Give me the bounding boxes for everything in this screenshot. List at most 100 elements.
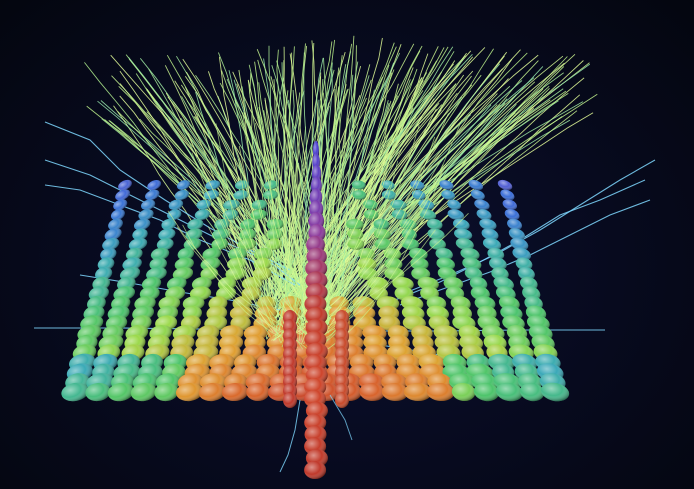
tensor-glyph-shading: [540, 382, 570, 402]
tensor-glyph-shading: [202, 247, 221, 261]
tensor-glyph-shading: [447, 199, 461, 210]
tensor-glyph-shading: [194, 209, 210, 220]
tensor-glyph-shading: [108, 218, 123, 231]
tensor-glyph-shading: [510, 237, 529, 251]
tensor-glyph-shading: [479, 218, 497, 231]
streamline: [218, 192, 274, 333]
tensor-glyph-shading: [234, 180, 249, 190]
tensor-glyph-shading: [426, 218, 443, 230]
tensor-glyph-shading: [351, 180, 366, 190]
tensor-glyph-shading: [100, 247, 117, 261]
streamline: [274, 170, 287, 341]
streamline: [320, 209, 407, 347]
tensor-glyph-shading: [451, 382, 476, 402]
tensor-glyph-shading: [495, 382, 523, 402]
streamline: [275, 126, 306, 341]
tensor-glyph-shading: [61, 382, 89, 402]
streamline: [320, 88, 544, 308]
tensor-glyph-shading: [138, 209, 154, 221]
tensor-glyph-shading: [410, 257, 429, 271]
streamline: [298, 80, 523, 314]
streamline: [279, 399, 301, 473]
tensor-glyph-shading: [436, 257, 455, 271]
streamline: [308, 59, 513, 340]
tensor-glyph-shading: [167, 209, 182, 220]
streamline: [314, 197, 430, 337]
tensor-glyph-shading: [176, 180, 191, 190]
center-glyph-shading: [335, 392, 349, 408]
tensor-glyph-shading: [508, 228, 525, 241]
tensor-glyph-shading: [426, 382, 455, 402]
tensor-glyph-shading: [132, 228, 148, 241]
streamline: [259, 71, 442, 323]
streamline: [380, 329, 605, 332]
tensor-glyph-shading: [476, 209, 492, 221]
streamline: [257, 110, 311, 342]
center-glyph-shading: [283, 392, 297, 408]
tensor-glyph-shading: [390, 199, 407, 210]
tensor-glyph-shading: [392, 276, 414, 291]
tensor-glyph-shading: [104, 228, 122, 241]
tensor-glyph-shading: [352, 190, 367, 200]
tensor-glyph-shading: [95, 266, 113, 281]
tensor-glyph-shading: [168, 199, 184, 210]
streamline: [320, 67, 414, 321]
streamline: [215, 123, 271, 337]
tensor-glyph-shading: [205, 180, 221, 190]
tensor-glyph-shading: [497, 179, 513, 191]
tensor-glyph-shading: [474, 199, 490, 210]
tensor-glyph-shading: [174, 189, 190, 200]
center-glyph-shading: [304, 461, 327, 479]
tensor-glyph-shading: [489, 257, 507, 271]
tensor-glyph-shading: [85, 382, 111, 402]
tensor-glyph-shading: [381, 382, 409, 402]
streamline: [278, 224, 290, 331]
tensor-glyph-shading: [482, 237, 502, 251]
tensor-glyph-shading: [263, 190, 279, 200]
tensor-glyph-shading: [177, 247, 194, 261]
tensor-glyph-shading: [460, 247, 480, 261]
tensor-glyph-shading: [487, 247, 505, 261]
tensor-glyph-shading: [115, 189, 131, 201]
streamline: [260, 83, 457, 338]
tensor-glyph-shading: [504, 209, 520, 221]
tensor-glyph-shading: [443, 276, 464, 291]
tensor-glyph-shading: [253, 247, 273, 261]
tensor-glyph-shading: [363, 199, 378, 210]
streamline: [338, 74, 354, 327]
streamline: [332, 45, 357, 326]
streamline: [338, 87, 342, 325]
tensor-glyph-shading: [161, 218, 176, 230]
tensor-glyph-shading: [128, 237, 148, 251]
center-glyph-column: [283, 141, 349, 479]
tensor-glyph-shading: [147, 180, 162, 190]
tensor-glyph-shading: [383, 247, 402, 261]
tensor-glyph-shading: [441, 190, 456, 200]
tensor-glyph-shading: [118, 179, 132, 191]
tensor-glyph-shading: [512, 247, 531, 261]
tensor-glyph-shading: [364, 209, 379, 220]
tensor-glyph-shading: [122, 257, 142, 271]
tensor-glyph-shading: [145, 189, 160, 201]
tensor-glyph-shading: [493, 276, 514, 291]
tensor-glyph-shading: [403, 382, 432, 402]
tensor-glyph-shading: [141, 199, 156, 210]
tensor-glyph-shading: [174, 257, 194, 271]
streamline: [238, 162, 282, 343]
tensor-glyph-shading: [452, 218, 470, 231]
tensor-glyph-shading: [125, 247, 143, 261]
streamline: [304, 112, 516, 326]
tensor-glyph-shading: [515, 257, 533, 271]
streamline: [317, 140, 395, 345]
tensor-glyph-shading: [133, 218, 151, 231]
tensor-glyph-shading: [401, 228, 417, 241]
tensor-glyph-shading: [196, 199, 211, 210]
tensor-glyph-shading: [346, 218, 364, 230]
tensor-glyph-shading: [225, 267, 246, 281]
tensor-glyph-shading: [187, 218, 204, 230]
tensor-glyph-shading: [462, 257, 482, 271]
tensor-glyph-shading: [156, 238, 174, 251]
tensor-glyph-shading: [470, 189, 485, 201]
streamline: [207, 226, 298, 349]
